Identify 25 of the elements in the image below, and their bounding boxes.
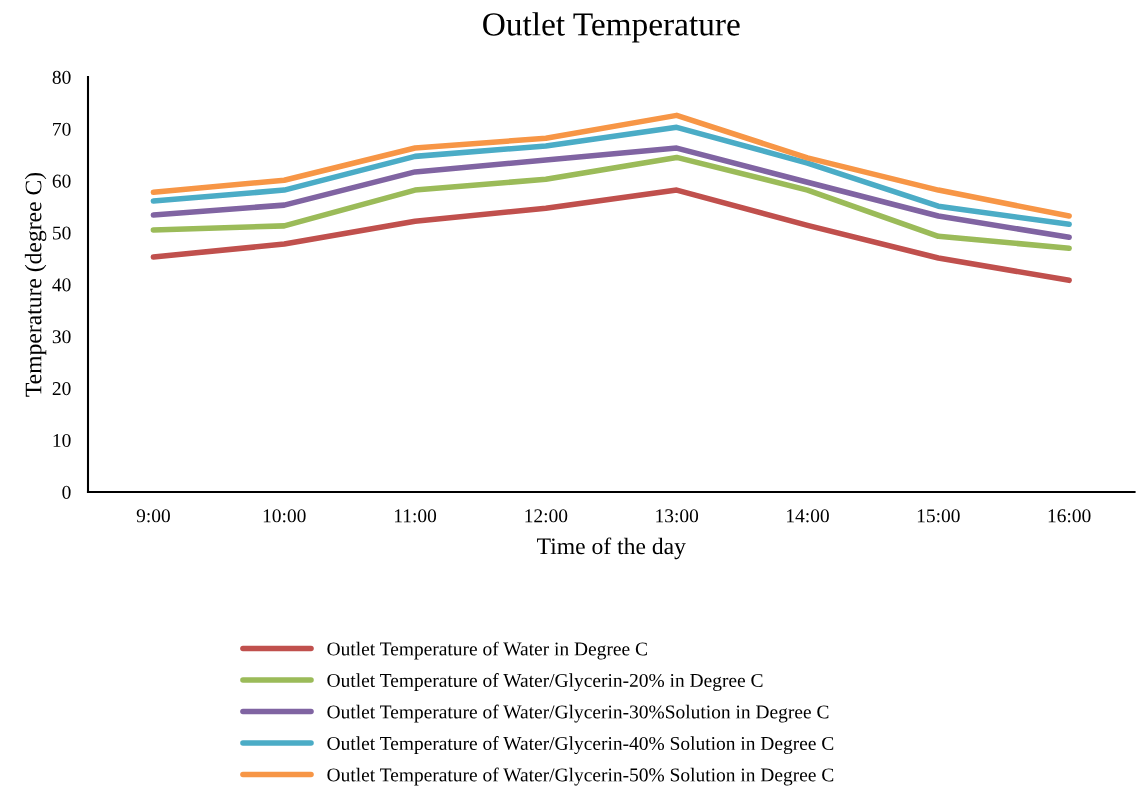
y-tick-label: 50 [53, 226, 71, 240]
x-tick-label: 15:00 [917, 509, 960, 523]
y-tick-label: 30 [52, 330, 71, 344]
x-tick-label: 9:00 [136, 509, 170, 523]
legend-label: Outlet Temperature of Water/Glycerin-30%Solution in Degree C [327, 704, 829, 723]
x-tick-label: 16:00 [1048, 509, 1091, 523]
y-tick-label: 80 [52, 70, 71, 84]
legend-label: Outlet Temperature of Water/Glycerin-50% Solution in Degree C [327, 767, 834, 786]
chart-title: Outlet Temperature [483, 12, 740, 43]
x-tick-label: 10:00 [263, 509, 306, 523]
y-tick-label: 10 [53, 433, 71, 448]
y-tick-label: 40 [52, 278, 71, 292]
legend-label: Outlet Temperature of Water/Glycerin-20% in Degree C [327, 673, 763, 692]
x-tick-label: 12:00 [525, 509, 568, 523]
y-axis-title: Temperature (degree C) [24, 172, 47, 397]
y-tick-label: 70 [53, 122, 71, 136]
x-axis-title: Time of the day [537, 537, 686, 560]
y-tick-label: 60 [52, 174, 71, 188]
y-tick-label: 20 [52, 382, 71, 396]
x-tick-label: 11:00 [394, 509, 437, 523]
x-tick-label: 14:00 [787, 509, 829, 523]
legend-label: Outlet Temperature of Water/Glycerin-40% Solution in Degree C [327, 736, 834, 754]
y-tick-label: 0 [62, 485, 71, 499]
legend-label: Outlet Temperature of Water in Degree C [327, 641, 647, 660]
x-tick-label: 13:00 [656, 509, 699, 523]
